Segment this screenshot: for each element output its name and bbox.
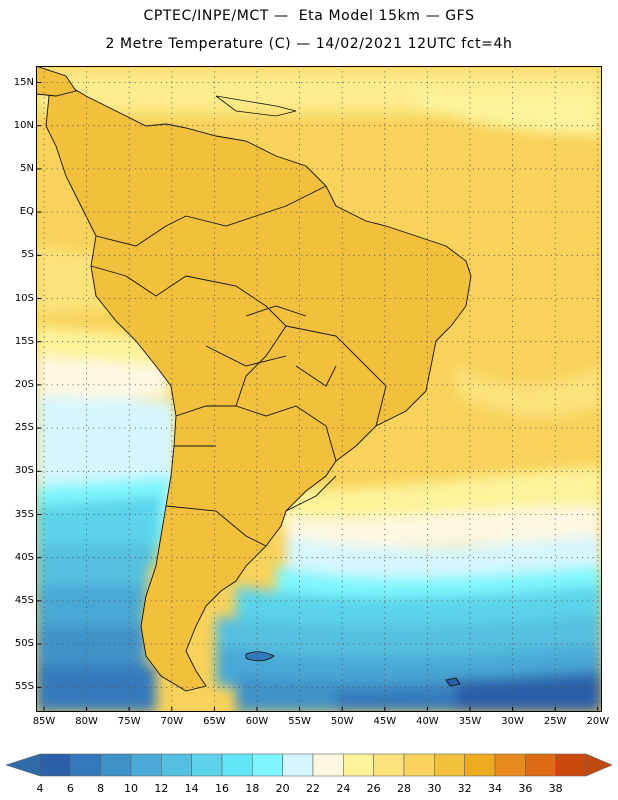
colorbar-swatch <box>403 753 435 777</box>
lat-label: 15N <box>13 76 34 88</box>
colorbar-tick-label: 38 <box>548 782 563 795</box>
colorbar-tick-label: 16 <box>215 782 229 795</box>
colorbar-swatch <box>221 753 253 777</box>
colorbar-swatch <box>525 753 556 777</box>
colorbar-tick-label: 32 <box>457 782 472 795</box>
colorbar-swatch <box>373 753 405 777</box>
map-canvas <box>36 66 602 712</box>
lon-label: 75W <box>117 716 141 727</box>
color-scale-bar <box>5 753 613 777</box>
colorbar-tick-label: 22 <box>306 782 320 795</box>
colorbar-swatch <box>161 753 192 777</box>
lon-label: 55W <box>288 716 311 727</box>
colorbar-swatch <box>130 753 162 777</box>
lon-label: 45W <box>373 716 397 727</box>
colorbar-swatch <box>70 753 101 777</box>
colorbar-swatch <box>343 753 374 777</box>
colorbar-tick-label: 14 <box>184 782 199 795</box>
lat-label: 35S <box>14 508 34 520</box>
colorbar-swatch <box>39 753 71 777</box>
colorbar-tick-label: 4 <box>36 782 44 795</box>
lat-label: 10S <box>14 292 34 304</box>
map-title-line-1: CPTEC/INPE/MCT — Eta Model 15km — GFS <box>143 8 475 24</box>
colorbar-tick-label: 18 <box>245 782 260 795</box>
colorbar-swatch <box>434 753 465 777</box>
lon-label: 80W <box>75 716 98 727</box>
lon-label: 35W <box>458 716 482 727</box>
map-frame <box>36 66 602 712</box>
colorbar-tick-label: 30 <box>427 782 442 795</box>
lat-label: 5S <box>21 249 34 261</box>
axis-ticks <box>36 82 599 712</box>
lat-label: 15S <box>14 335 34 347</box>
colorbar-tick-label: 36 <box>518 782 533 795</box>
colorbar-tick-label: 34 <box>488 782 502 795</box>
colorbar-tick-label: 24 <box>336 782 351 795</box>
colorbar-swatch <box>252 753 283 777</box>
colorbar-tick-label: 28 <box>397 782 411 795</box>
temperature-map <box>36 66 602 712</box>
colorbar-tick-label: 12 <box>154 782 169 795</box>
lat-lon-grid <box>36 66 602 712</box>
colorbar-tick-label: 10 <box>124 782 138 795</box>
colorbar-swatch <box>282 753 314 777</box>
colorbar-low-arrow <box>5 753 41 777</box>
colorbar-tick-label: 6 <box>66 782 74 795</box>
lat-label: 50S <box>14 638 34 650</box>
lon-label: 65W <box>203 716 226 727</box>
lat-label: 40S <box>14 551 34 563</box>
lat-label: 30S <box>14 465 34 477</box>
lat-label: 10N <box>13 119 34 131</box>
colorbar-tick-label: 20 <box>275 782 290 795</box>
south-georgia-island <box>445 677 461 687</box>
lat-label: 55S <box>14 681 34 693</box>
lon-label: 40W <box>416 716 439 727</box>
colorbar-swatch <box>312 753 344 777</box>
colorbar-swatch <box>100 753 132 777</box>
lon-label: 60W <box>245 716 269 727</box>
falkland-islands <box>245 651 275 662</box>
colorbar-swatch <box>464 753 496 777</box>
colorbar-tick-label: 8 <box>97 782 105 795</box>
lon-label: 50W <box>330 716 354 727</box>
lat-label: 45S <box>14 594 34 606</box>
central-america-landmass <box>36 66 77 97</box>
lon-label: 30W <box>501 716 524 727</box>
colorbar-swatch <box>555 753 587 777</box>
lon-label: 25W <box>543 716 567 727</box>
lat-label: EQ <box>19 206 34 218</box>
lat-label: 20S <box>14 378 34 390</box>
country-borders <box>45 83 472 692</box>
caribbean-coast <box>215 95 297 117</box>
map-title-line-2: 2 Metre Temperature (C) — 14/02/2021 12U… <box>105 36 513 52</box>
colorbar-tick-label: 26 <box>366 782 381 795</box>
lon-label: 70W <box>160 716 184 727</box>
colorbar-high-arrow <box>585 753 613 777</box>
lon-label: 85W <box>32 716 56 727</box>
lon-label: 20W <box>586 716 610 727</box>
colorbar-swatch <box>494 753 526 777</box>
lat-label: 5N <box>20 162 34 174</box>
colorbar-swatch <box>191 753 223 777</box>
lat-label: 25S <box>14 422 34 434</box>
